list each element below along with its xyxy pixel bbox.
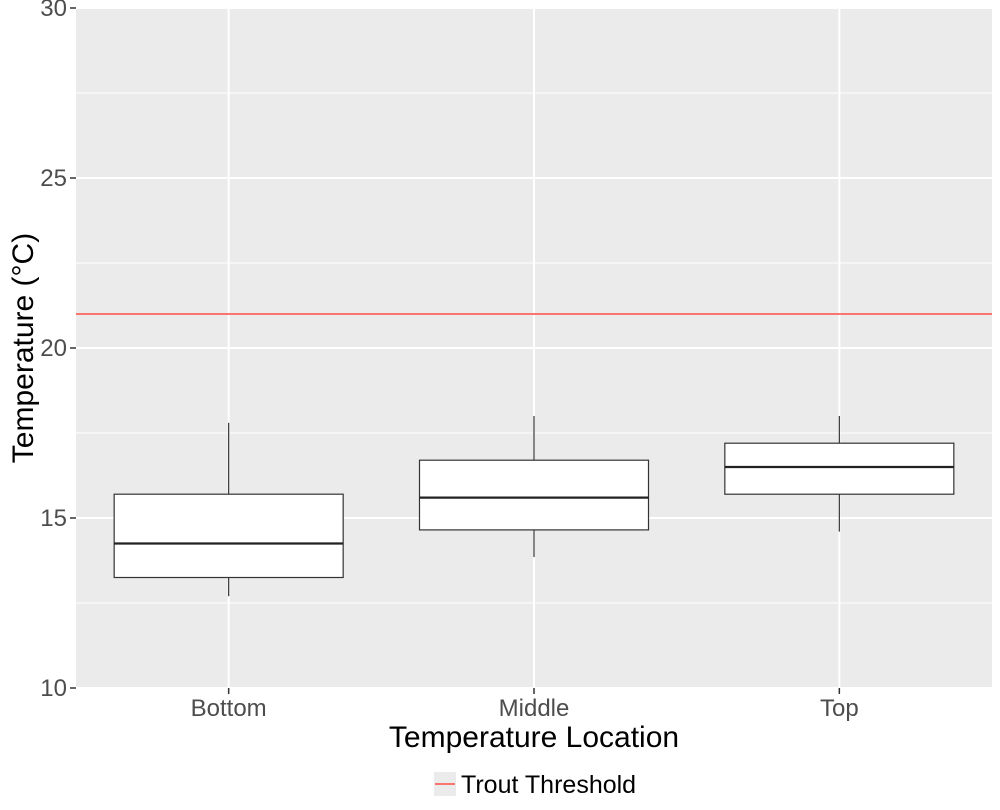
box-middle: [418, 416, 650, 558]
x-axis-title: Temperature Location: [389, 721, 679, 754]
box-body: [418, 459, 650, 531]
y-axis-title: Temperature (°C): [7, 233, 40, 463]
x-axis-ticks: Bottom Middle Top: [191, 688, 859, 722]
y-tick-label: 30: [40, 0, 67, 22]
box-top: [724, 416, 955, 532]
box-bottom: [113, 422, 344, 597]
legend-label: Trout Threshold: [461, 771, 636, 799]
y-tick-label: 25: [40, 165, 67, 192]
box-group: [113, 416, 955, 597]
y-tick-label: 10: [40, 675, 67, 702]
box-body: [724, 442, 955, 495]
box-body: [113, 493, 344, 579]
x-tick-label: Bottom: [191, 695, 267, 722]
y-tick-label: 15: [40, 505, 67, 532]
legend: Trout Threshold: [434, 771, 636, 799]
x-tick-label: Middle: [499, 695, 570, 722]
y-axis-ticks: 10 15 20 25 30: [40, 0, 76, 702]
y-tick-label: 20: [40, 335, 67, 362]
x-tick-label: Top: [820, 695, 859, 722]
